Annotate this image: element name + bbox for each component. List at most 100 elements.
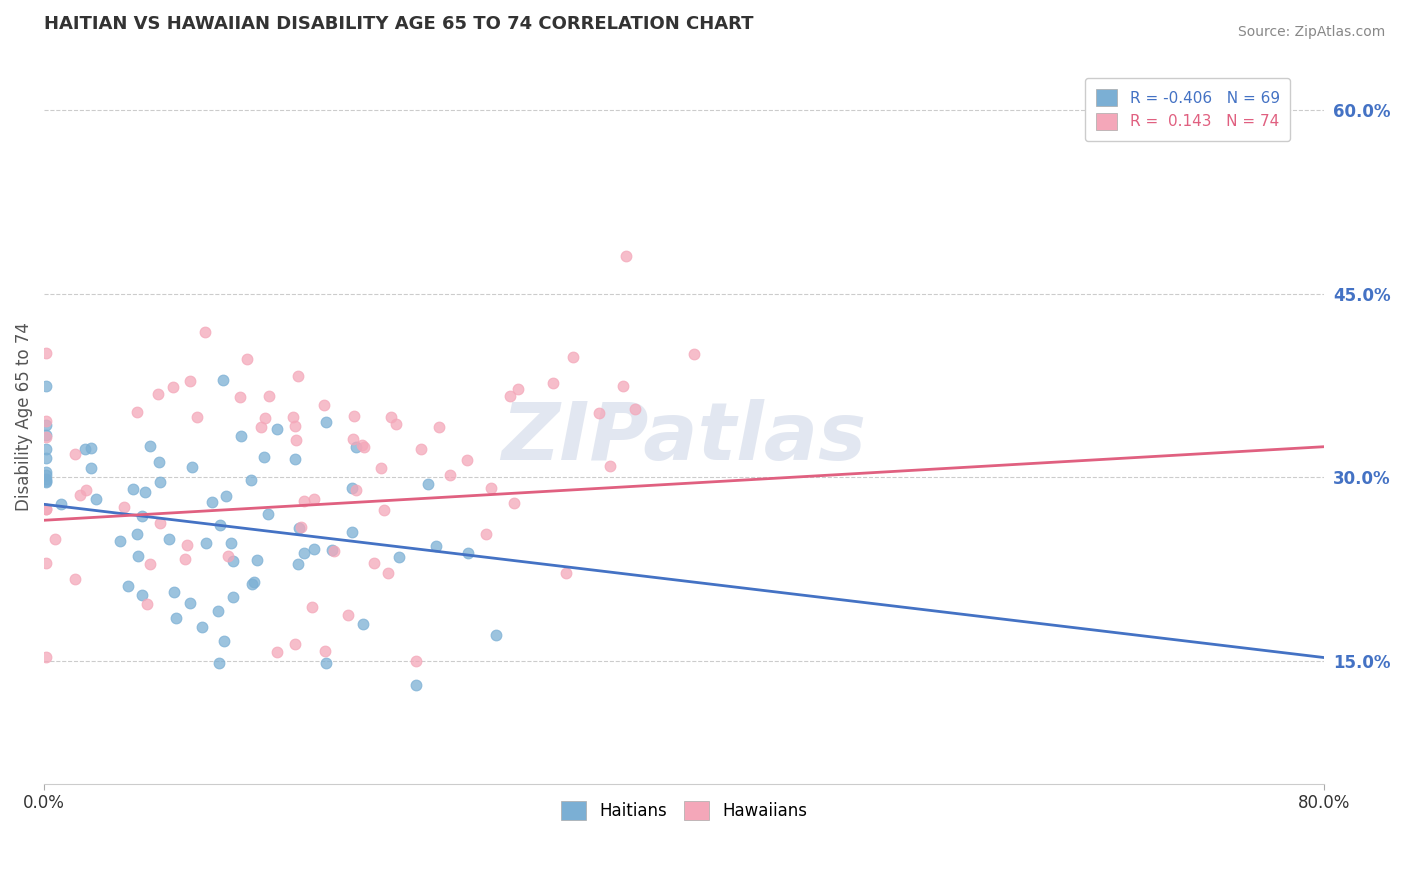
Point	[63, 572, 86, 586]
Point	[162, 380, 184, 394]
Point	[149, 475, 172, 489]
Point	[266, 645, 288, 659]
Y-axis label: Disability Age 65 to 74: Disability Age 65 to 74	[15, 322, 32, 510]
Point	[257, 508, 280, 522]
Point	[439, 468, 461, 483]
Point	[456, 452, 478, 467]
Point	[63, 446, 86, 460]
Point	[222, 554, 245, 568]
Point	[283, 410, 305, 425]
Point	[35, 649, 58, 664]
Point	[35, 475, 58, 490]
Point	[211, 373, 233, 387]
Point	[35, 442, 58, 457]
Point	[541, 376, 564, 390]
Point	[75, 483, 97, 497]
Point	[131, 508, 153, 523]
Point	[340, 524, 363, 539]
Text: ZIPatlas: ZIPatlas	[502, 399, 866, 477]
Point	[165, 611, 187, 625]
Point	[285, 434, 308, 448]
Point	[287, 557, 309, 571]
Point	[323, 544, 346, 558]
Point	[344, 483, 367, 497]
Point	[250, 420, 273, 434]
Point	[179, 374, 201, 388]
Point	[284, 637, 307, 651]
Point	[292, 493, 315, 508]
Text: Source: ZipAtlas.com: Source: ZipAtlas.com	[1237, 25, 1385, 39]
Point	[191, 620, 214, 634]
Point	[112, 500, 135, 515]
Point	[682, 347, 704, 361]
Point	[35, 427, 58, 442]
Legend: Haitians, Hawaiians: Haitians, Hawaiians	[554, 794, 814, 827]
Point	[180, 459, 202, 474]
Point	[301, 599, 323, 614]
Point	[35, 450, 58, 465]
Point	[35, 430, 58, 444]
Point	[588, 406, 610, 420]
Point	[288, 521, 311, 535]
Point	[35, 418, 58, 433]
Point	[125, 405, 148, 419]
Point	[599, 459, 621, 474]
Point	[195, 536, 218, 550]
Point	[384, 417, 406, 431]
Point	[179, 596, 201, 610]
Text: HAITIAN VS HAWAIIAN DISABILITY AGE 65 TO 74 CORRELATION CHART: HAITIAN VS HAWAIIAN DISABILITY AGE 65 TO…	[44, 15, 754, 33]
Point	[377, 566, 399, 580]
Point	[149, 516, 172, 530]
Point	[86, 491, 108, 506]
Point	[207, 603, 229, 617]
Point	[253, 450, 276, 465]
Point	[342, 482, 364, 496]
Point	[302, 492, 325, 507]
Point	[44, 532, 66, 546]
Point	[416, 477, 439, 491]
Point	[163, 584, 186, 599]
Point	[315, 415, 337, 429]
Point	[35, 379, 58, 393]
Point	[425, 540, 447, 554]
Point	[344, 440, 367, 454]
Point	[239, 473, 262, 487]
Point	[80, 442, 103, 456]
Point	[148, 455, 170, 469]
Point	[312, 398, 335, 412]
Point	[219, 535, 242, 549]
Point	[117, 579, 139, 593]
Point	[131, 588, 153, 602]
Point	[336, 607, 359, 622]
Point	[352, 617, 374, 632]
Point	[409, 442, 432, 456]
Point	[405, 678, 427, 692]
Point	[217, 549, 239, 564]
Point	[127, 549, 149, 563]
Point	[370, 460, 392, 475]
Point	[284, 452, 307, 467]
Point	[201, 495, 224, 509]
Point	[624, 402, 647, 417]
Point	[245, 552, 267, 566]
Point	[229, 429, 252, 443]
Point	[49, 497, 72, 511]
Point	[79, 461, 101, 475]
Point	[212, 633, 235, 648]
Point	[134, 485, 156, 500]
Point	[266, 422, 288, 436]
Point	[499, 389, 522, 403]
Point	[148, 387, 170, 401]
Point	[475, 526, 498, 541]
Point	[236, 351, 259, 366]
Point	[405, 654, 427, 668]
Point	[614, 249, 637, 263]
Point	[290, 520, 312, 534]
Point	[315, 657, 337, 671]
Point	[194, 325, 217, 339]
Point	[479, 481, 502, 495]
Point	[373, 502, 395, 516]
Point	[350, 438, 373, 452]
Point	[35, 472, 58, 486]
Point	[561, 351, 583, 365]
